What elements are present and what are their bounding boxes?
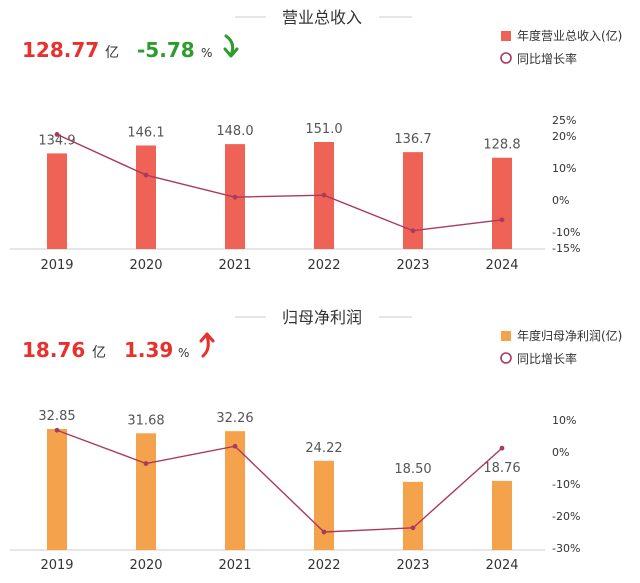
growth-point-2021	[232, 443, 238, 449]
x-tick-label: 2024	[485, 258, 518, 273]
growth-point-2023	[410, 228, 416, 234]
trend-down-arrow-icon	[223, 34, 239, 58]
y2-tick-label: 0%	[552, 194, 569, 207]
y2-tick-label: 20%	[552, 130, 576, 143]
headline-change: -5.78	[137, 38, 195, 62]
chart-title: 营业总收入	[282, 8, 362, 27]
profit-plot: 10% 0% -10% -20% -30% 32.85 2019 31.68 2020 32.26…	[38, 409, 580, 573]
revenue-plot: 25% 20% 10% 0% -10% -15% 134.9 2019 146.1 2020 148…	[38, 114, 580, 273]
bar-2020	[136, 145, 156, 249]
trend-up-arrow-icon	[199, 332, 215, 358]
bar-value-label: 148.0	[216, 124, 253, 139]
legend-bar-swatch	[501, 31, 511, 41]
x-tick-label: 2019	[40, 558, 73, 573]
growth-point-2022	[321, 192, 327, 198]
growth-point-2020	[143, 172, 149, 178]
bar-value-label: 128.8	[483, 138, 520, 153]
headline-change-unit: %	[201, 46, 212, 60]
growth-point-2019	[54, 132, 60, 137]
bar-2024	[492, 157, 512, 249]
headline-change-unit: %	[178, 346, 189, 360]
x-tick-label: 2023	[396, 258, 429, 273]
x-tick-label: 2019	[40, 258, 73, 273]
y2-tick-label: -30%	[552, 542, 580, 555]
bar-2021	[225, 431, 245, 550]
bar-2023	[403, 481, 423, 550]
bar-value-label: 24.22	[305, 441, 342, 456]
growth-point-2024	[499, 217, 505, 223]
legend-line-marker	[500, 52, 512, 64]
y2-tick-label: 0%	[552, 446, 569, 459]
growth-rate-line	[56, 429, 503, 533]
bar-value-label: 32.85	[38, 409, 75, 424]
y2-tick-label: 10%	[552, 162, 576, 175]
x-tick-label: 2024	[485, 558, 518, 573]
bar-value-label: 18.50	[394, 462, 431, 477]
revenue-panel: 营业总收入 128.77 亿 -5.78 % 年度营业总收入(亿) 同比增长率 …	[10, 8, 622, 273]
x-tick-label: 2022	[307, 558, 340, 573]
y2-tick-label: -10%	[552, 478, 580, 491]
x-tick-label: 2022	[307, 258, 340, 273]
x-tick-label: 2020	[129, 258, 162, 273]
growth-point-2022	[321, 529, 327, 535]
headline-value: 18.76	[22, 338, 85, 362]
y2-tick-label: 25%	[552, 114, 576, 127]
growth-point-2019	[54, 427, 60, 433]
headline-value: 128.77	[22, 38, 99, 62]
bar-value-label: 31.68	[127, 413, 164, 428]
x-tick-label: 2021	[218, 258, 251, 273]
growth-point-2023	[410, 525, 416, 531]
bar-value-label: 151.0	[305, 122, 342, 137]
chart-title: 归母净利润	[282, 308, 362, 327]
bar-2019	[47, 153, 67, 249]
growth-point-2020	[143, 461, 149, 466]
growth-point-2021	[232, 194, 238, 200]
legend-line-marker	[500, 352, 512, 364]
bar-2023	[403, 152, 423, 249]
y2-tick-label: -15%	[552, 242, 580, 255]
bar-value-label: 146.1	[127, 125, 164, 140]
bar-2022	[314, 460, 334, 550]
bar-2019	[47, 429, 67, 550]
headline-unit: 亿	[92, 345, 106, 361]
legend-bar-label: 年度营业总收入(亿)	[517, 28, 622, 43]
y2-tick-label: -10%	[552, 226, 580, 239]
x-tick-label: 2021	[218, 558, 251, 573]
bar-value-label: 134.9	[38, 133, 75, 148]
bar-value-label: 136.7	[394, 132, 431, 147]
legend-line-label: 同比增长率	[517, 51, 577, 66]
y2-tick-label: -20%	[552, 510, 580, 523]
legend-bar-label: 年度归母净利润(亿)	[517, 328, 622, 343]
growth-rate-line	[56, 133, 503, 232]
bar-2020	[136, 433, 156, 550]
bar-value-label: 18.76	[483, 461, 520, 476]
profit-panel: 归母净利润 18.76 亿 1.39 % 年度归母净利润(亿) 同比增长率 10…	[10, 308, 622, 573]
legend-bar-swatch	[501, 331, 511, 341]
growth-point-2024	[499, 445, 505, 451]
x-tick-label: 2020	[129, 558, 162, 573]
legend-line-label: 同比增长率	[517, 351, 577, 366]
x-tick-label: 2023	[396, 558, 429, 573]
bar-value-label: 32.26	[216, 411, 253, 426]
headline-change: 1.39	[124, 338, 173, 362]
bar-2024	[492, 480, 512, 550]
y2-tick-label: 10%	[552, 414, 576, 427]
headline-unit: 亿	[105, 45, 119, 61]
